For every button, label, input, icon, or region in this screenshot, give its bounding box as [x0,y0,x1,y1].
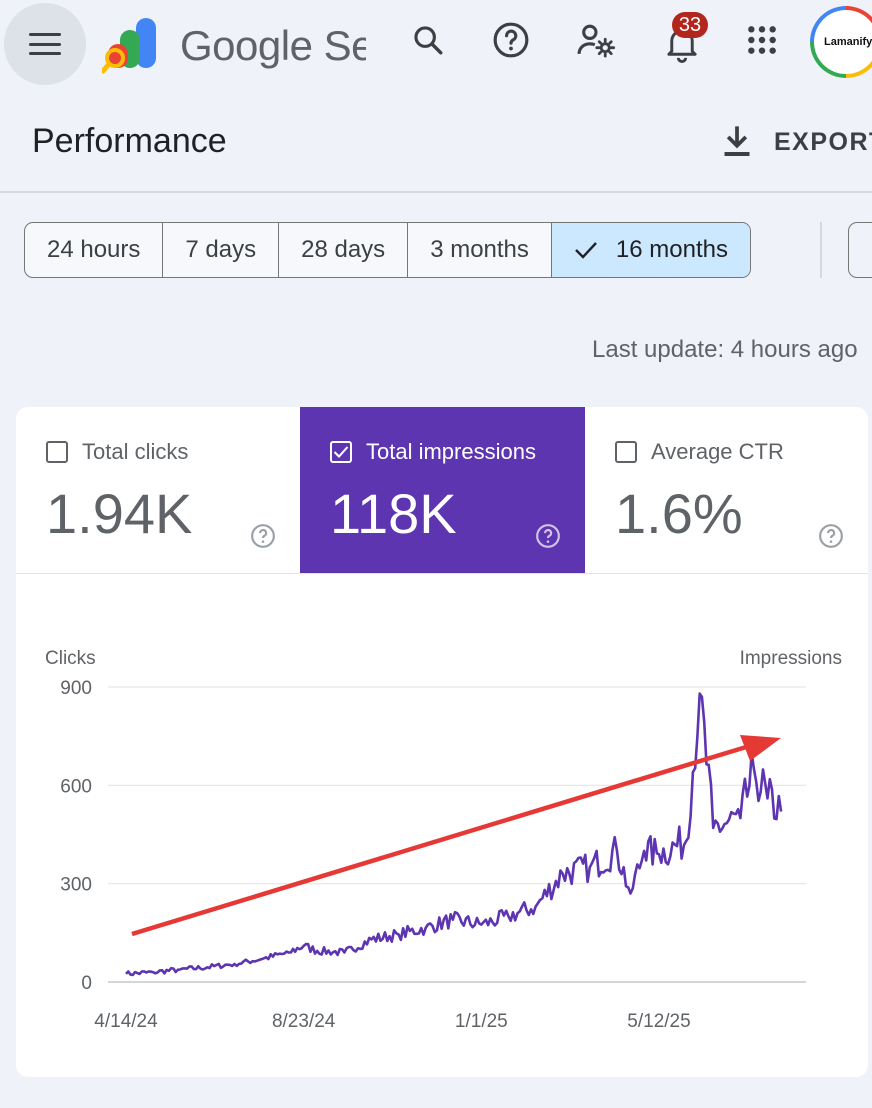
impressions-series-line[interactable] [125,692,783,977]
metric-value: 1.94K [46,482,193,545]
range-chip-16-months[interactable]: 16 months [551,223,750,277]
account-avatar[interactable]: Lamanify. [810,6,872,78]
x-axis: 4/14/24 8/23/24 1/1/25 5/12/25 [94,1011,690,1032]
range-chip-7-days[interactable]: 7 days [163,223,280,277]
search-icon [414,26,443,55]
checkbox-unchecked-icon[interactable] [46,441,68,463]
header-divider [0,191,872,193]
metric-value: 1.6% [615,482,743,545]
metric-total-impressions[interactable]: Total impressions 118K [300,407,585,573]
checkbox-unchecked-icon[interactable] [615,441,637,463]
metric-label: Average CTR [651,439,784,464]
check-icon [574,240,598,260]
y-axis: 900 600 300 0 [60,678,92,994]
range-chip-label: 28 days [301,236,386,263]
export-label: EXPORT [774,127,872,156]
performance-chart: Clicks Impressions 900 600 300 0 4/14/24 8/2… [45,648,842,1032]
date-range-selector: 24 hours 7 days 28 days 3 months 16 mont… [24,222,751,278]
help-icon[interactable] [250,523,276,549]
range-chip-24-hours[interactable]: 24 hours [25,223,164,277]
notification-badge: 33 [672,12,708,38]
range-chip-28-days[interactable]: 28 days [279,223,409,277]
y-tick-label: 600 [60,776,92,797]
metric-divider [16,573,868,574]
help-icon[interactable] [818,523,844,549]
metric-label: Total clicks [82,439,189,464]
range-chip-label: 3 months [430,236,529,263]
search-console-logo [102,18,156,74]
help-button[interactable] [491,20,531,60]
range-chip-label: 24 hours [47,236,141,263]
y-tick-label: 300 [60,875,92,896]
last-update-text: Last update: 4 hours ago [592,336,858,363]
x-tick-label: 4/14/24 [94,1011,158,1032]
avatar-text: Lamanify. [814,10,872,74]
left-axis-label: Clicks [45,648,96,669]
y-tick-label: 0 [81,973,92,994]
y-tick-label: 900 [60,678,92,699]
range-chip-3-months[interactable]: 3 months [408,223,552,277]
top-app-bar: Google Search Console 33 Lamanify. [0,0,872,86]
metric-total-clicks[interactable]: Total clicks 1.94K [16,407,300,573]
product-name[interactable]: Google Search Console [180,22,366,69]
trend-arrow-head [740,735,781,761]
metric-average-ctr[interactable]: Average CTR 1.6% [585,407,868,573]
help-icon [493,22,529,58]
right-axis-label: Impressions [740,648,842,669]
x-tick-label: 5/12/25 [627,1011,690,1032]
menu-icon [29,33,61,55]
apps-button[interactable] [742,20,782,60]
page-title: Performance [32,122,227,160]
manage-users-button[interactable] [576,20,616,60]
chart-gridlines [108,686,806,983]
download-icon [724,126,750,156]
trend-arrow-annotation [131,735,781,937]
apps-grid-icon [748,26,776,54]
x-tick-label: 1/1/25 [455,1011,508,1032]
checkbox-checked-icon[interactable] [330,441,352,463]
performance-card: Total clicks 1.94K Total impressions 118… [16,407,868,1077]
search-button[interactable] [408,20,448,60]
x-tick-label: 8/23/24 [272,1011,336,1032]
manage-users-icon [577,24,616,58]
trend-arrow-line [131,741,757,937]
metric-value: 118K [330,482,457,545]
help-icon[interactable] [535,523,561,549]
main-menu-button[interactable] [4,3,86,85]
metric-label: Total impressions [366,439,536,464]
range-chip-label: 16 months [615,236,728,263]
add-filter-chip[interactable] [848,222,872,278]
range-chip-label: 7 days [185,236,257,263]
export-button[interactable]: EXPORT [722,122,872,162]
filter-divider [820,222,822,278]
